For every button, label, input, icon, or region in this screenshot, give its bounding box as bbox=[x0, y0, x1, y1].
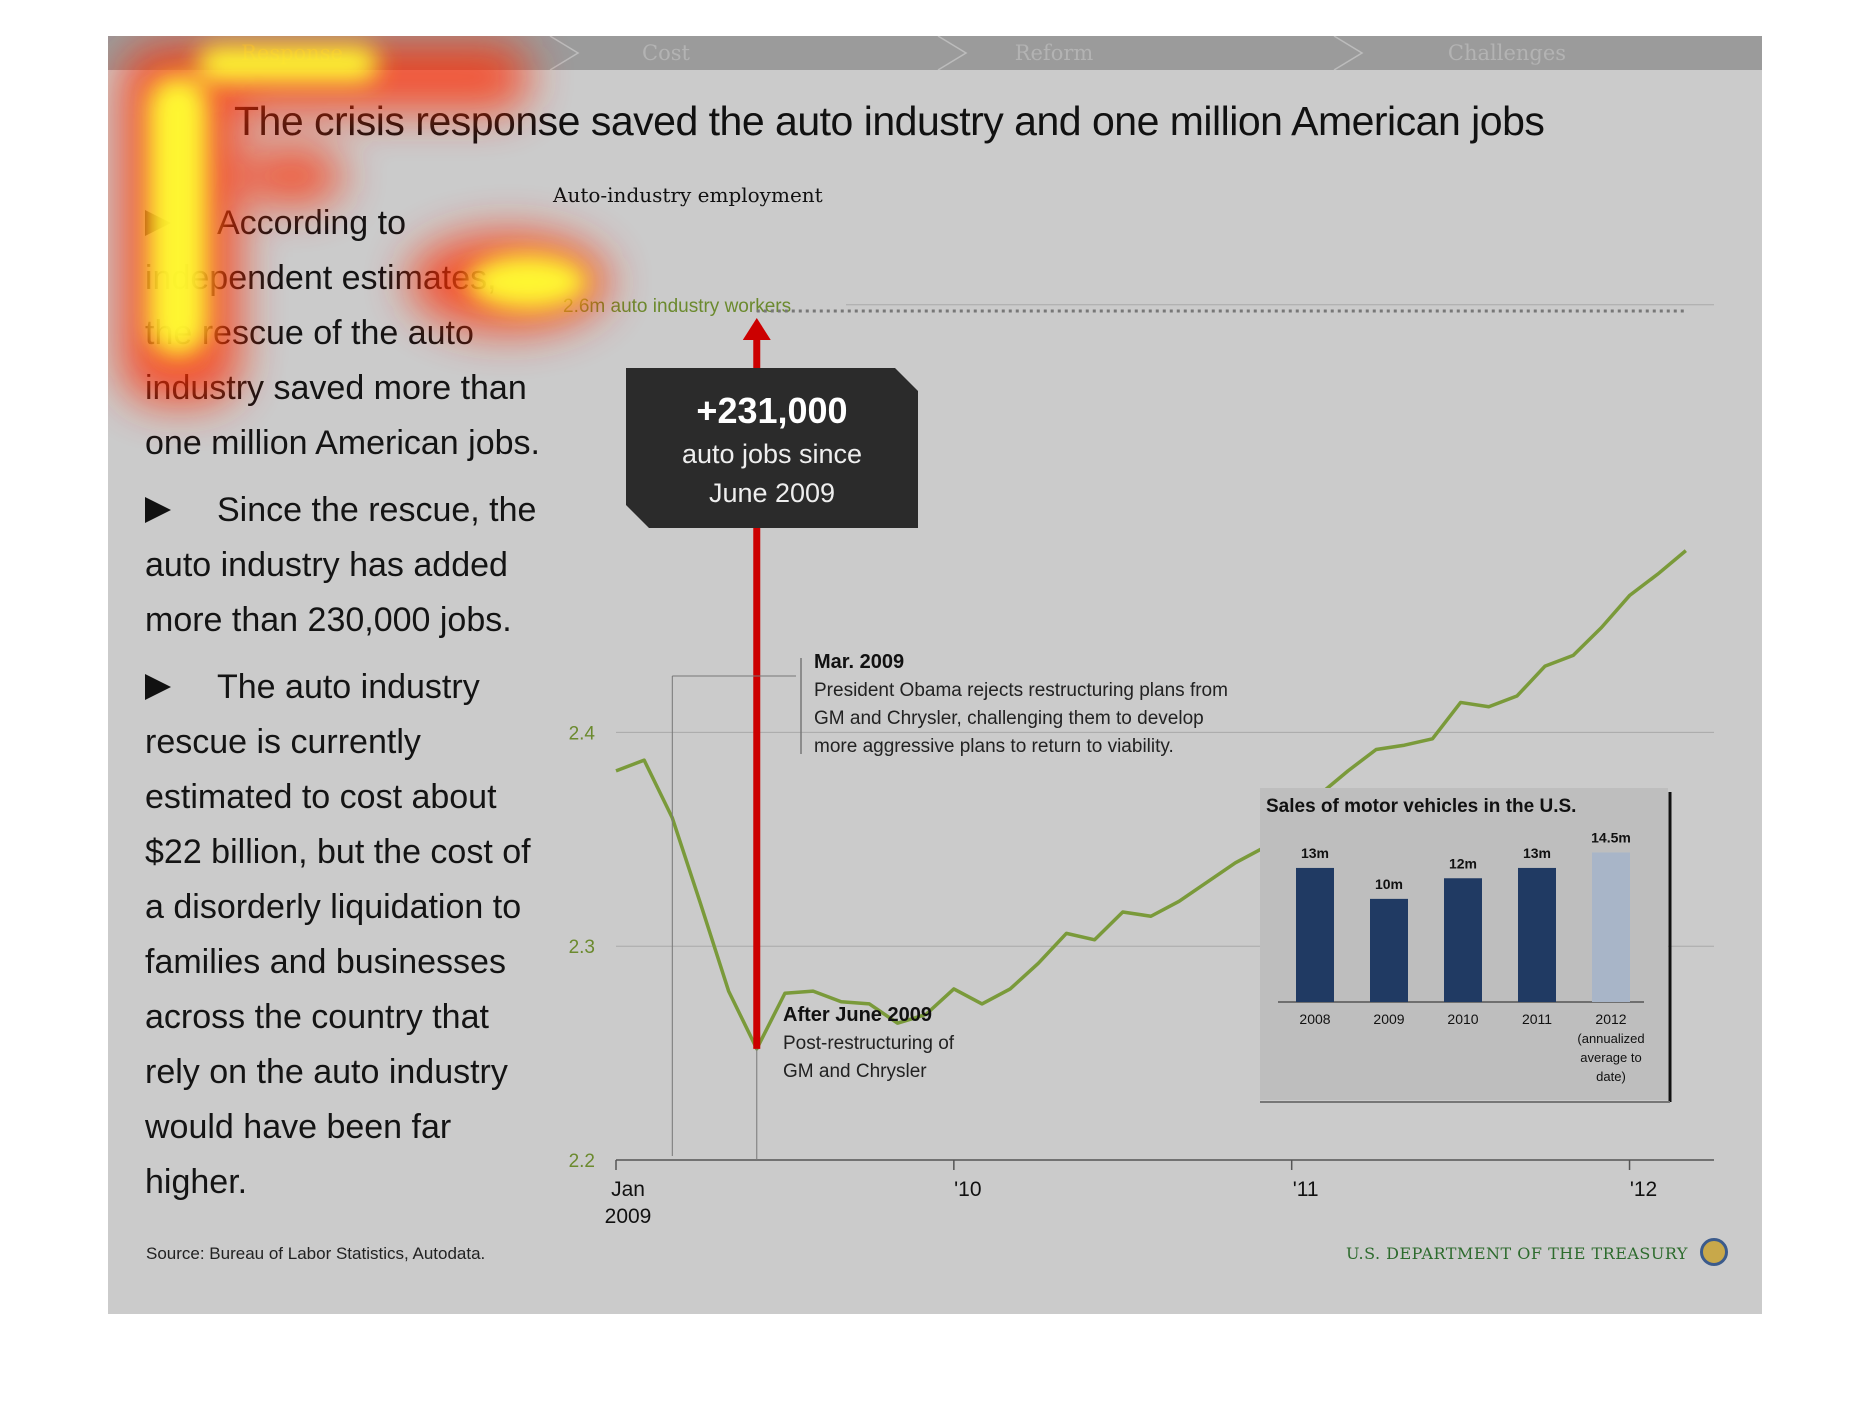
bullet-triangle-icon bbox=[145, 674, 171, 700]
bar-category-label: 2009 bbox=[1373, 1011, 1404, 1027]
treasury-credit: U.S. DEPARTMENT OF THE TREASURY bbox=[1346, 1244, 1688, 1263]
callout-line2: June 2009 bbox=[709, 478, 835, 508]
x-tick-label: '11 bbox=[1293, 1178, 1319, 1201]
y-tick-label: 2.4 bbox=[569, 723, 596, 744]
sales-bar bbox=[1444, 878, 1482, 1002]
employment-line bbox=[615, 549, 1687, 1051]
annotation-title: Mar. 2009 bbox=[814, 651, 904, 673]
sales-bar bbox=[1518, 867, 1556, 1002]
bar-value-label: 10m bbox=[1375, 876, 1403, 892]
nav-item-reform[interactable]: Reform bbox=[1014, 41, 1094, 65]
bullet-item: The auto industry rescue is currently es… bbox=[145, 660, 545, 1210]
annotation-text: GM and Chrysler, challenging them to dev… bbox=[814, 708, 1204, 729]
sales-bar bbox=[1592, 852, 1630, 1002]
annotation-title: After June 2009 bbox=[783, 1004, 932, 1026]
nav-chevrons bbox=[549, 36, 1364, 70]
bar-value-label: 13m bbox=[1523, 845, 1551, 861]
bar-category-note: (annualized bbox=[1577, 1031, 1644, 1046]
bullet-list: According to independent estimates, the … bbox=[145, 196, 545, 1222]
employment-chart: Auto-industry employment 2.2 2.3 2.4 2.6m au… bbox=[552, 183, 1714, 1228]
bar-value-label: 12m bbox=[1449, 855, 1477, 871]
bar-category-note: date) bbox=[1596, 1069, 1626, 1084]
x-tick-label: Jan bbox=[611, 1178, 645, 1201]
bullet-text: The auto industry rescue is currently es… bbox=[145, 668, 531, 1201]
bar-category-label: 2011 bbox=[1522, 1011, 1552, 1027]
callout-line1: auto jobs since bbox=[682, 439, 862, 469]
bullet-item: Since the rescue, the auto industry has … bbox=[145, 483, 545, 648]
bullet-text: Since the rescue, the auto industry has … bbox=[145, 491, 537, 639]
y-tick-label: 2.3 bbox=[569, 937, 595, 958]
bar-value-label: 13m bbox=[1301, 845, 1329, 861]
bar-category-label: 2008 bbox=[1299, 1011, 1330, 1027]
bar-value-label: 14.5m bbox=[1591, 829, 1631, 845]
slide: Response Cost Reform Challenges 7 The cr… bbox=[108, 36, 1762, 1314]
nav-item-cost[interactable]: Cost bbox=[642, 41, 690, 65]
nav-item-challenges[interactable]: Challenges bbox=[1447, 41, 1567, 65]
sales-bar bbox=[1296, 867, 1334, 1002]
annotation-text: President Obama rejects restructuring pl… bbox=[814, 680, 1228, 701]
bar-category-note: average to bbox=[1580, 1050, 1641, 1065]
annotation-text: GM and Chrysler bbox=[783, 1061, 927, 1082]
y-tick-label: 2.2 bbox=[569, 1151, 595, 1172]
x-tick-label: '12 bbox=[1630, 1178, 1657, 1201]
callout-value: +231,000 bbox=[696, 390, 847, 431]
bar-category-label: 2012 bbox=[1595, 1011, 1626, 1027]
treasury-seal-icon bbox=[1700, 1238, 1728, 1266]
callout-box bbox=[626, 368, 918, 528]
chart-title: Auto-industry employment bbox=[552, 183, 823, 207]
annotation-text: Post-restructuring of bbox=[783, 1033, 955, 1054]
annotation-text: more aggressive plans to return to viabi… bbox=[814, 736, 1174, 757]
growth-arrow-head bbox=[742, 318, 771, 340]
reference-label: 2.6m auto industry workers bbox=[563, 296, 791, 317]
x-tick-label: '10 bbox=[954, 1178, 981, 1201]
inset-title: Sales of motor vehicles in the U.S. bbox=[1266, 796, 1576, 817]
bar-category-label: 2010 bbox=[1447, 1011, 1478, 1027]
bullet-triangle-icon bbox=[145, 497, 171, 523]
source-note: Source: Bureau of Labor Statistics, Auto… bbox=[146, 1244, 486, 1263]
sales-bar bbox=[1370, 898, 1408, 1002]
x-tick-label: 2009 bbox=[605, 1205, 652, 1228]
